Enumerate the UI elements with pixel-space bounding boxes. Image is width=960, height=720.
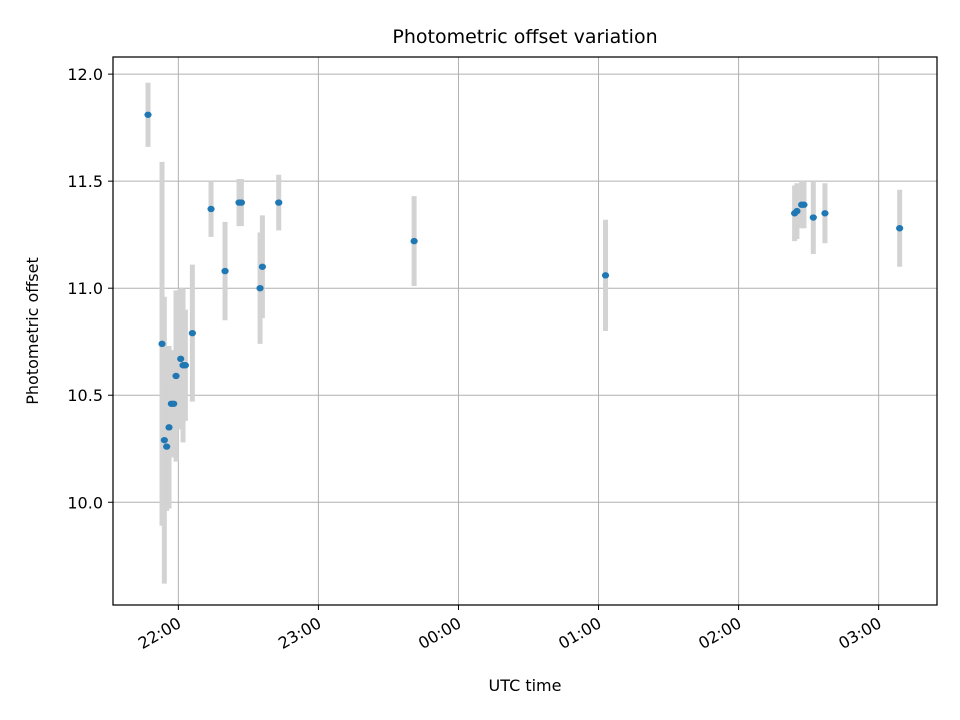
- chart-title: Photometric offset variation: [392, 26, 657, 48]
- x-axis-label: UTC time: [489, 676, 562, 695]
- data-point: [809, 214, 817, 221]
- data-point: [158, 340, 166, 348]
- data-point: [207, 205, 215, 213]
- data-point: [172, 372, 180, 380]
- data-point: [221, 267, 229, 275]
- data-point: [601, 272, 610, 279]
- data-point: [896, 225, 904, 232]
- data-point: [177, 355, 185, 363]
- data-points: [144, 111, 904, 450]
- data-point: [793, 207, 801, 215]
- y-axis-label: Photometric offset: [23, 257, 42, 405]
- data-point: [410, 237, 418, 245]
- plot-area-frame: [112, 56, 938, 606]
- data-point: [237, 199, 245, 206]
- y-tick-label: 11.0: [67, 279, 103, 298]
- data-point: [144, 111, 152, 118]
- data-point: [275, 199, 283, 206]
- data-point: [160, 436, 168, 444]
- y-tick-label: 10.0: [67, 493, 103, 512]
- data-point: [258, 263, 266, 270]
- data-point: [188, 329, 196, 337]
- data-point: [800, 201, 808, 208]
- y-tick-label: 12.0: [67, 65, 103, 84]
- data-point: [170, 400, 178, 407]
- y-tick-label: 10.5: [67, 386, 103, 405]
- y-tick-label: 11.5: [67, 172, 103, 191]
- data-point: [256, 284, 264, 292]
- data-point: [165, 424, 173, 431]
- y-axis-ticks: 10.0 10.5 11.0 11.5 12.0: [67, 65, 113, 512]
- data-point: [163, 443, 171, 450]
- data-point: [821, 210, 829, 217]
- data-point: [181, 362, 189, 369]
